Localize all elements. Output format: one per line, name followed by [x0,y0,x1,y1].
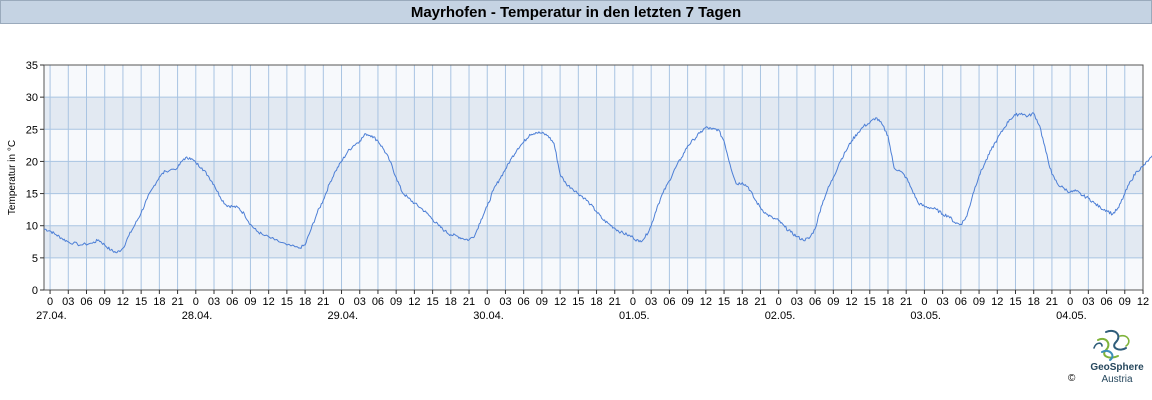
x-tick-label: 18 [153,296,165,308]
chart-title: Mayrhofen - Temperatur in den letzten 7 … [0,0,1152,24]
x-tick-label: 03 [1082,296,1094,308]
plot-frame [43,64,1144,291]
x-tick-label: 15 [864,296,876,308]
x-tick-label: 0 [484,296,490,308]
x-date-label: 30.04. [473,310,504,322]
x-tick-label: 09 [536,296,548,308]
x-tick-label: 06 [663,296,675,308]
x-tick-label: 15 [1009,296,1021,308]
x-tick-label: 06 [518,296,530,308]
copyright-symbol: © [1068,373,1076,384]
x-tick-label: 06 [1100,296,1112,308]
temperature-series-line [43,112,1152,254]
x-date-label: 28.04. [182,310,213,322]
x-tick-label: 21 [317,296,329,308]
x-tick-label: 15 [135,296,147,308]
x-tick-label: 12 [1137,296,1149,308]
x-tick-label: 18 [299,296,311,308]
y-tick-label: 15 [26,189,38,201]
x-tick-label: 18 [1028,296,1040,308]
x-tick-label: 21 [754,296,766,308]
x-tick-label: 12 [845,296,857,308]
x-tick-label: 18 [445,296,457,308]
x-tick-label: 09 [390,296,402,308]
x-tick-label: 12 [700,296,712,308]
y-tick-label: 35 [26,60,38,72]
x-date-label: 04.05. [1056,310,1087,322]
x-tick-label: 15 [426,296,438,308]
x-tick-label: 03 [354,296,366,308]
x-tick-label: 09 [99,296,111,308]
x-tick-label: 15 [281,296,293,308]
y-tick-label: 25 [26,124,38,136]
x-tick-label: 12 [263,296,275,308]
x-tick-label: 0 [776,296,782,308]
x-tick-label: 06 [226,296,238,308]
x-date-label: 27.04. [36,310,67,322]
x-tick-label: 0 [193,296,199,308]
x-tick-label: 03 [645,296,657,308]
x-tick-label: 0 [921,296,927,308]
x-date-label: 02.05. [765,310,796,322]
y-band [44,97,1143,130]
x-date-label: 01.05. [619,310,650,322]
x-tick-label: 09 [244,296,256,308]
x-tick-label: 21 [609,296,621,308]
y-tick-label: 5 [32,253,38,265]
x-tick-label: 21 [900,296,912,308]
x-tick-label: 0 [630,296,636,308]
y-band [44,161,1143,194]
x-date-label: 03.05. [910,310,941,322]
x-tick-label: 12 [991,296,1003,308]
x-tick-label: 03 [791,296,803,308]
x-tick-label: 15 [572,296,584,308]
x-tick-label: 18 [590,296,602,308]
y-tick-label: 20 [26,156,38,168]
x-tick-label: 03 [62,296,74,308]
x-tick-label: 06 [955,296,967,308]
y-tick-label: 0 [32,285,38,297]
x-tick-label: 21 [1046,296,1058,308]
x-tick-label: 0 [338,296,344,308]
geosphere-logo-icon [1093,330,1130,361]
y-tick-label: 10 [26,221,38,233]
x-tick-label: 06 [372,296,384,308]
x-tick-label: 21 [463,296,475,308]
x-tick-label: 21 [171,296,183,308]
x-tick-label: 09 [827,296,839,308]
x-tick-label: 06 [809,296,821,308]
x-tick-label: 12 [408,296,420,308]
x-tick-label: 09 [1119,296,1131,308]
x-tick-label: 18 [882,296,894,308]
y-axis-label: Temperatur in °C [7,140,18,215]
x-tick-label: 03 [937,296,949,308]
x-tick-label: 09 [681,296,693,308]
x-tick-label: 12 [117,296,129,308]
logo-name: GeoSphere [1090,362,1144,373]
x-date-label: 29.04. [328,310,359,322]
x-tick-label: 0 [1067,296,1073,308]
x-tick-label: 09 [973,296,985,308]
x-tick-label: 0 [47,296,53,308]
y-band [44,225,1143,258]
x-tick-label: 03 [208,296,220,308]
y-tick-label: 30 [26,92,38,104]
x-tick-label: 12 [554,296,566,308]
x-tick-label: 18 [736,296,748,308]
x-tick-label: 06 [80,296,92,308]
x-tick-label: 15 [718,296,730,308]
x-tick-label: 03 [499,296,511,308]
logo-subtitle: Austria [1101,374,1133,385]
